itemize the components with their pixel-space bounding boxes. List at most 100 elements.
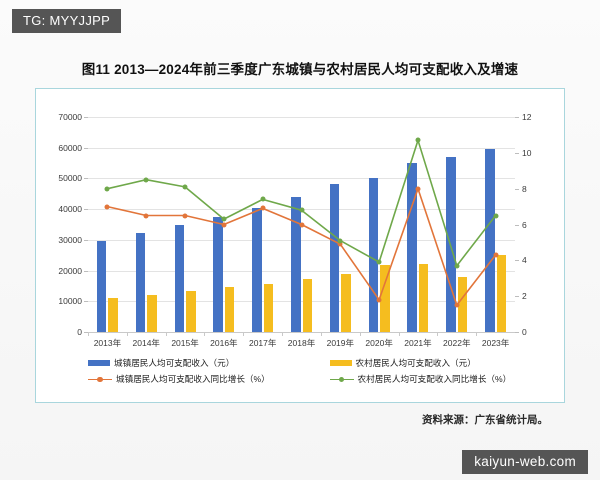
gridline [88, 270, 515, 272]
chart-legend: 城镇居民人均可支配收入（元） 农村居民人均可支配收入（元） 城镇居民人均可支配收入同… [88, 357, 515, 385]
gridline [88, 239, 515, 241]
x-axis-tick-label: 2013年 [93, 338, 122, 348]
watermark-badge: kaiyun-web.com [462, 449, 588, 474]
bar-urban-2021年 [407, 163, 417, 332]
bar-rural-2021年 [418, 264, 429, 332]
y-axis-left-tick-mark [84, 270, 88, 272]
x-axis-tick-label: 2018年 [287, 338, 316, 348]
y-axis-left-tick-label: 60000 [58, 142, 82, 153]
bar-rural-2022年 [457, 277, 468, 332]
x-axis-tick-label: 2020年 [365, 338, 393, 348]
x-axis-tick-label: 2021年 [404, 338, 432, 348]
marker-rural-growth-2016年 [221, 216, 227, 222]
y-axis-left-tick-mark [84, 239, 88, 241]
y-axis-right-tick-label: 0 [522, 327, 527, 337]
source-note: 资料来源：广东省统计局。 [422, 415, 548, 426]
marker-urban-growth-2014年 [143, 213, 149, 219]
legend-item[interactable]: 农村居民人均可支配收入同比增长（%） [302, 373, 516, 385]
x-axis-tick-label: 2016年 [210, 338, 238, 348]
legend-item[interactable]: 农村居民人均可支配收入（元） [302, 357, 516, 369]
marker-rural-growth-2013年 [104, 186, 110, 192]
y-axis-right-tick-mark [515, 260, 519, 262]
legend-bar-swatch [329, 360, 352, 366]
y-axis-right-tick-label: 12 [522, 112, 532, 122]
marker-rural-growth-2014年 [143, 177, 149, 183]
legend-line-swatch [329, 376, 354, 383]
x-axis-tick-mark [398, 332, 400, 336]
marker-rural-growth-2017年 [260, 196, 266, 202]
bar-urban-2020年 [368, 177, 379, 332]
legend-item[interactable]: 城镇居民人均可支配收入（元） [88, 357, 302, 369]
x-axis-tick-label: 2023年 [481, 338, 510, 348]
y-axis-right-tick-mark [515, 117, 519, 118]
bar-rural-2015年 [186, 291, 196, 332]
bar-rural-2016年 [224, 287, 235, 332]
marker-urban-growth-2023年 [493, 252, 499, 258]
x-axis-tick-mark [476, 332, 478, 336]
y-axis-left-tick-label: 10000 [58, 296, 82, 307]
marker-rural-growth-2023年 [493, 213, 499, 219]
y-axis-right-tick-mark [515, 152, 519, 154]
bar-urban-2014年 [135, 233, 146, 332]
legend-item-label: 农村居民人均可支配收入同比增长（%） [357, 374, 512, 384]
tg-tag-badge: TG: MYYJJPP [12, 9, 122, 33]
marker-rural-growth-2018年 [299, 207, 304, 213]
bar-urban-2019年 [329, 184, 340, 332]
marker-urban-growth-2020年 [376, 297, 382, 303]
bar-urban-2017年 [252, 207, 262, 332]
bar-rural-2018年 [302, 279, 312, 332]
marker-urban-growth-2018年 [299, 222, 304, 227]
y-axis-right-tick-label: 4 [522, 255, 527, 266]
x-axis-tick-label: 2017年 [248, 338, 277, 348]
x-axis-tick-mark [320, 332, 322, 336]
legend-item-label: 城镇居民人均可支配收入同比增长（%） [116, 374, 270, 384]
marker-urban-growth-2017年 [260, 205, 266, 211]
marker-rural-growth-2021年 [415, 137, 421, 143]
gridline [88, 178, 515, 180]
marker-urban-growth-2016年 [221, 222, 227, 227]
x-axis-tick-mark [437, 332, 439, 336]
y-axis-left-tick-label: 40000 [58, 204, 82, 215]
x-axis-tick-label: 2019年 [326, 338, 355, 348]
y-axis-left-tick-label: 50000 [58, 173, 82, 184]
chart-frame: 0 10000 20000 30000 40000 50000 60000 70000 0 2 4… [35, 88, 565, 403]
y-axis-right-tick-label: 2 [522, 291, 527, 302]
x-axis-tick-label: 2014年 [132, 338, 160, 348]
y-axis-left-tick-mark [84, 178, 88, 180]
marker-rural-growth-2015年 [182, 184, 188, 190]
x-axis-tick-mark [204, 332, 206, 336]
bar-rural-2014年 [147, 294, 157, 332]
marker-urban-growth-2019年 [337, 241, 343, 247]
x-axis-tick-mark [243, 332, 245, 336]
legend-item-label: 农村居民人均可支配收入（元） [355, 358, 476, 368]
marker-rural-growth-2019年 [337, 238, 343, 244]
y-axis-left-tick-mark [84, 209, 88, 211]
legend-line-swatch [88, 376, 112, 383]
x-axis-tick-mark [165, 332, 167, 336]
y-axis-left-tick-mark [84, 147, 88, 149]
y-axis-right-tick-label: 10 [522, 147, 532, 158]
bar-urban-2015年 [174, 225, 185, 332]
marker-urban-growth-2015年 [182, 213, 188, 219]
line-urban-growth [107, 187, 497, 306]
legend-bar-swatch [88, 360, 110, 366]
y-axis-left-tick-label: 0 [77, 327, 82, 337]
y-axis-left-tick-mark [84, 332, 88, 333]
y-axis-right-tick-label: 8 [522, 183, 527, 194]
bar-rural-2017年 [263, 284, 274, 332]
x-axis-tick-mark [359, 332, 361, 336]
y-axis-left-tick-label: 20000 [58, 265, 82, 276]
gridline [88, 117, 515, 118]
legend-item-label: 城镇居民人均可支配收入（元） [114, 358, 235, 368]
x-axis-tick-mark [126, 332, 128, 336]
y-axis-left-tick-mark [84, 117, 88, 118]
y-axis-left-tick-label: 70000 [58, 112, 82, 122]
legend-item[interactable]: 城镇居民人均可支配收入同比增长（%） [88, 373, 302, 385]
bar-rural-2019年 [341, 274, 351, 332]
gridline [88, 147, 515, 149]
bar-rural-2023年 [496, 255, 507, 332]
marker-rural-growth-2020年 [376, 259, 382, 265]
bar-urban-2018年 [291, 196, 301, 332]
bar-urban-2016年 [213, 216, 223, 332]
